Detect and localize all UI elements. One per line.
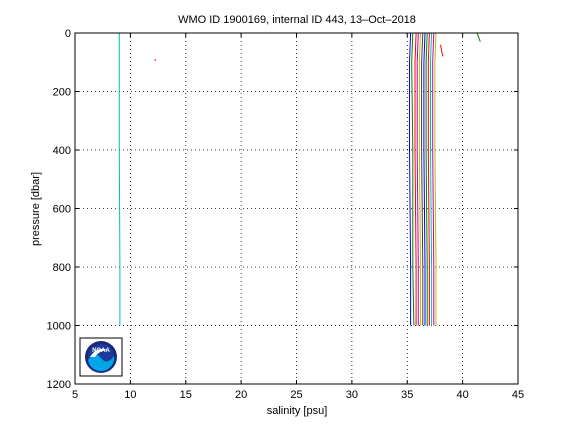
x-tick-label: 40 (457, 389, 469, 401)
y-axis-label: pressure [dbar] (30, 172, 42, 246)
y-tick-label: 600 (53, 204, 71, 216)
y-tick-label: 800 (53, 262, 71, 274)
series-line (154, 59, 157, 62)
x-tick-label: 5 (72, 389, 78, 401)
series-line (423, 32, 426, 326)
series-line (434, 32, 437, 326)
series-line (425, 32, 428, 326)
plot-area: 5 10 15 20 25 30 35 40 45 0 200 400 600 800 1000 1200 (47, 28, 525, 401)
series-line (427, 32, 430, 326)
x-tick-label: 45 (512, 389, 524, 401)
series-line (411, 32, 415, 326)
y-tick-label: 200 (53, 87, 71, 99)
y-tick-label: 400 (53, 145, 71, 157)
series-line (421, 32, 424, 326)
grid (75, 33, 518, 384)
series-layer (118, 32, 481, 326)
series-line (416, 32, 419, 326)
series-line (409, 32, 412, 326)
x-tick-label: 10 (124, 389, 136, 401)
x-tick-label: 15 (180, 389, 192, 401)
chart-title: WMO ID 1900169, internal ID 443, 13–Oct–… (178, 14, 416, 26)
logo-bird-icon (90, 348, 108, 357)
x-axis-label: salinity [psu] (267, 405, 328, 417)
noaa-logo: NOAA (79, 337, 123, 377)
y-tick-label: 1000 (47, 321, 71, 333)
series-line (418, 32, 421, 326)
y-tick-label: 1200 (47, 379, 71, 391)
x-tick-label: 30 (346, 389, 358, 401)
logo-text: NOAA (92, 348, 110, 354)
series-line (476, 32, 481, 42)
logo-water (88, 354, 115, 372)
series-line (414, 32, 417, 326)
series-line (118, 33, 121, 326)
x-tick-label: 35 (401, 389, 413, 401)
x-tick-label: 20 (235, 389, 247, 401)
series-line (430, 32, 433, 326)
y-tick-label: 0 (65, 28, 71, 40)
ticks: 5 10 15 20 25 30 35 40 45 0 200 400 600 800 1000 1200 (47, 28, 525, 401)
series-line (432, 32, 435, 326)
series-line (440, 44, 444, 57)
x-tick-label: 25 (290, 389, 302, 401)
